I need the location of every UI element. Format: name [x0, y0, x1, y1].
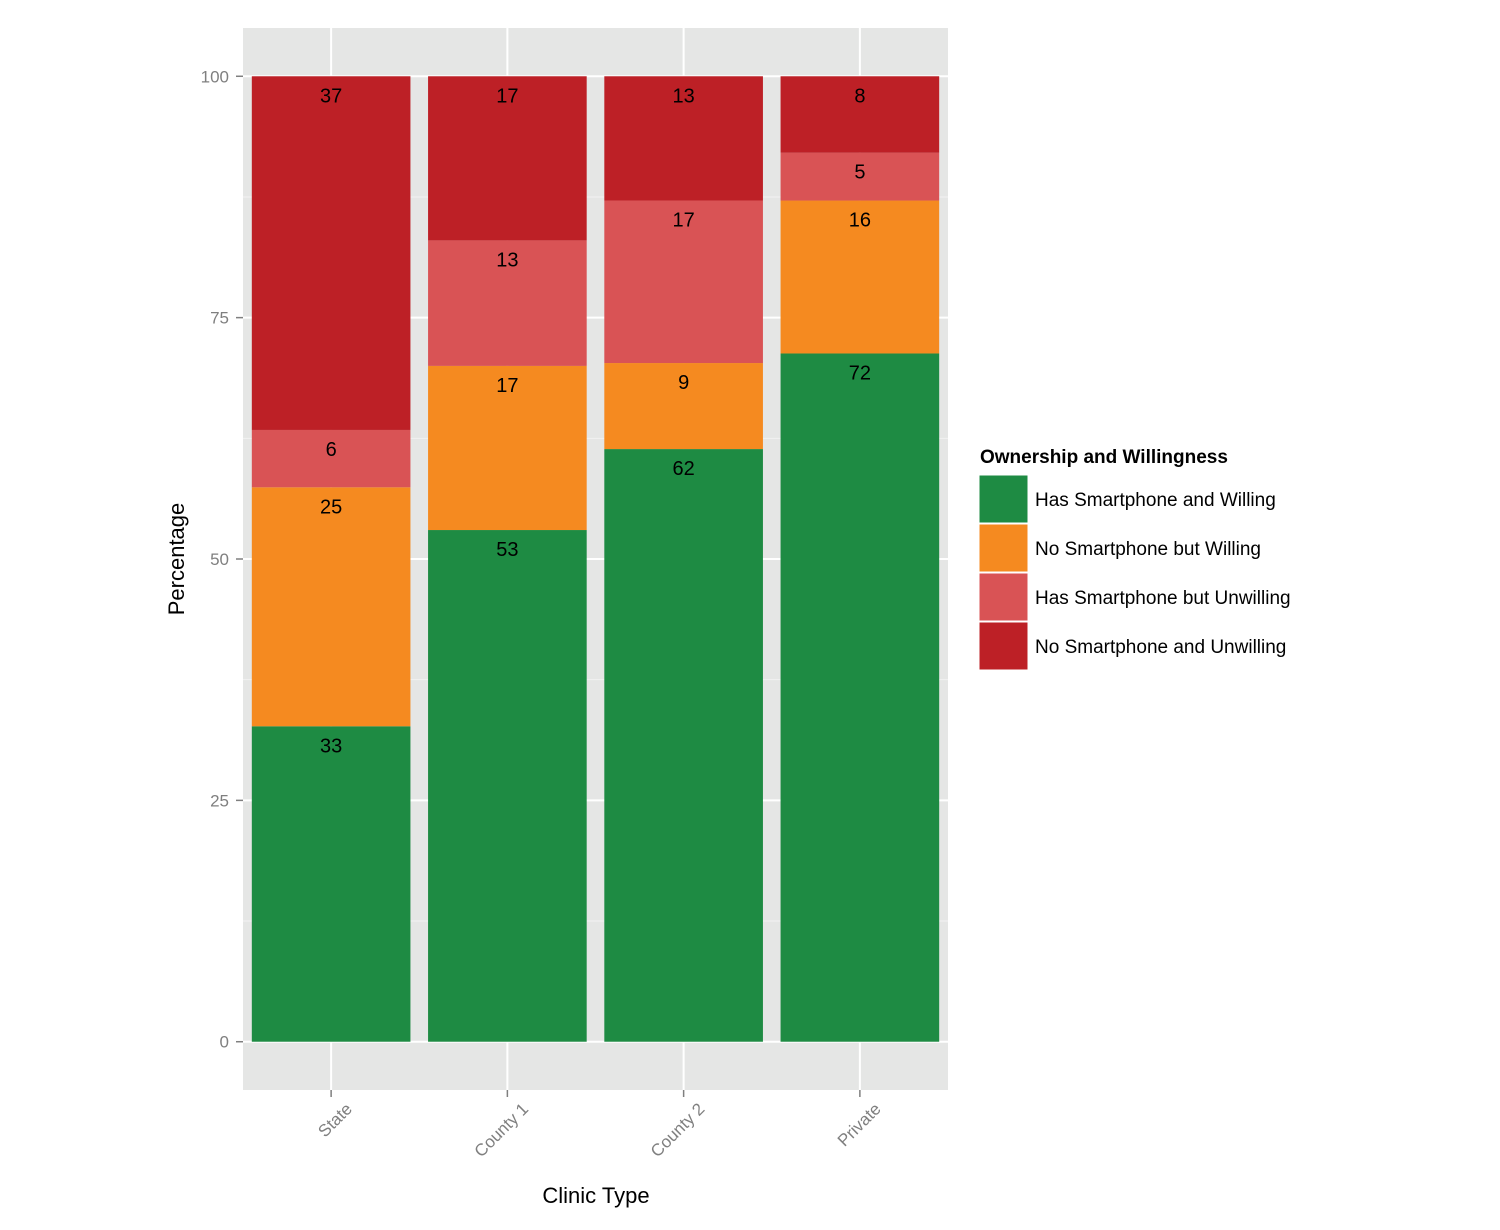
bar-segment: [780, 76, 940, 153]
bar-segment: [604, 449, 763, 1042]
bar-segment: [604, 363, 763, 450]
data-label: 33: [320, 735, 342, 757]
legend-swatch: [978, 523, 1029, 573]
data-labels: 33 25 6 37 53 17 13 17 62 9 17 13 72 16 5 8: [320, 85, 871, 757]
y-tick-label: 100: [201, 67, 229, 86]
x-axis: State County 1 County 2 Private: [314, 1090, 885, 1161]
bar-segment: [428, 530, 587, 1042]
data-label: 16: [849, 210, 871, 232]
legend-title: Ownership and Willingness: [980, 447, 1228, 468]
bar-segment: [780, 152, 940, 201]
data-label: 62: [673, 458, 695, 480]
bar-segment: [780, 200, 940, 354]
legend-label: Has Smartphone and Willing: [1035, 490, 1276, 511]
bar-segment: [251, 487, 411, 727]
y-tick-label: 75: [210, 309, 229, 328]
data-label: 13: [673, 85, 695, 107]
legend-label: No Smartphone and Unwilling: [1035, 637, 1286, 658]
bar-segment: [251, 429, 411, 488]
bar-segment: [428, 240, 587, 366]
data-label: 17: [673, 210, 695, 232]
data-label: 9: [678, 372, 689, 394]
y-tick-label: 0: [220, 1033, 229, 1052]
x-tick-label: State: [314, 1099, 356, 1141]
bar-segment: [780, 353, 940, 1042]
data-label: 13: [496, 249, 518, 271]
data-label: 37: [320, 85, 342, 107]
data-label: 17: [496, 85, 518, 107]
data-label: 25: [320, 496, 342, 518]
bars: [251, 76, 940, 1042]
x-axis-title: Clinic Type: [542, 1183, 649, 1208]
data-label: 17: [496, 375, 518, 397]
bar-segment: [428, 365, 587, 531]
bar-segment: [428, 76, 587, 241]
legend-swatch: [978, 621, 1029, 671]
data-label: 53: [496, 539, 518, 561]
y-axis-title: Percentage: [164, 503, 189, 616]
x-tick-label: County 2: [647, 1099, 709, 1161]
y-tick-label: 25: [210, 791, 229, 810]
data-label: 6: [326, 439, 337, 461]
x-tick-label: Private: [834, 1099, 885, 1150]
bar-segment: [251, 76, 411, 430]
legend-label: Has Smartphone but Unwilling: [1035, 588, 1291, 609]
y-axis: 0 25 50 75 100: [201, 67, 243, 1052]
y-tick-label: 50: [210, 550, 229, 569]
legend-swatch: [978, 572, 1029, 622]
x-tick-label: County 1: [471, 1099, 533, 1161]
legend-label: No Smartphone but Willing: [1035, 539, 1261, 560]
legend: Ownership and Willingness Has Smartphone…: [978, 447, 1291, 671]
data-label: 5: [854, 162, 865, 184]
legend-swatch: [978, 474, 1029, 524]
data-label: 8: [854, 85, 865, 107]
data-label: 72: [849, 362, 871, 384]
bar-segment: [604, 76, 763, 201]
bar-segment: [604, 200, 763, 364]
bar-segment: [251, 726, 411, 1042]
